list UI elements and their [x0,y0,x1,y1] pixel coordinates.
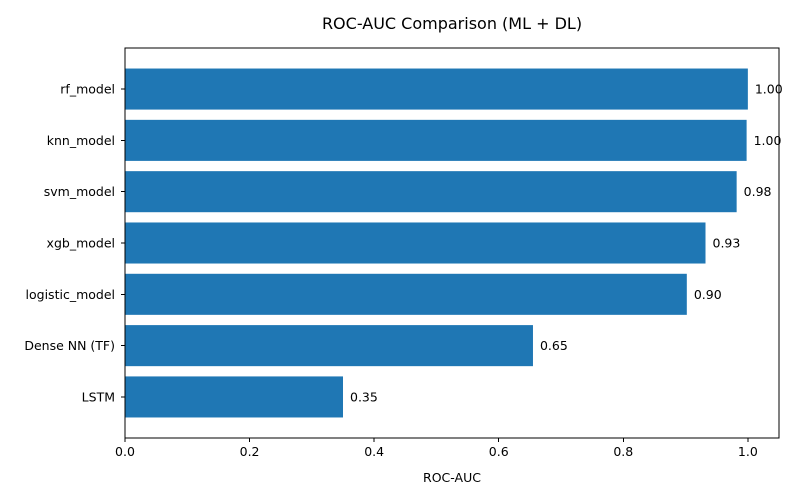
plot-frame [124,47,780,439]
x-axis-label: ROC-AUC [423,470,481,485]
bar-xgb-model [125,222,706,264]
value-labels-group: 1.00 1.00 0.98 0.93 0.90 0.65 0.35 [350,82,783,405]
value-label: 0.65 [540,338,568,353]
value-label: 0.93 [713,236,741,251]
x-tick-label: 0.0 [115,444,135,459]
x-tick-label: 0.6 [489,444,509,459]
x-ticks-group: 0.0 0.2 0.4 0.6 0.8 1.0 [115,438,758,459]
x-tick-label: 0.2 [240,444,260,459]
bar-logistic-model [125,273,687,315]
bar-dense-nn-tf [125,325,533,367]
value-label: 1.00 [755,82,783,97]
category-label: logistic_model [26,287,115,302]
x-tick-label: 0.4 [364,444,384,459]
chart-title: ROC-AUC Comparison (ML + DL) [322,14,582,33]
bars-group [125,68,748,418]
category-label: LSTM [82,389,115,404]
category-label: rf_model [60,82,115,97]
bar-lstm [125,376,343,418]
value-label: 0.98 [744,184,772,199]
category-label: svm_model [44,184,115,199]
category-labels-group: rf_model knn_model svm_model xgb_modellogis… [24,82,125,404]
bar-svm-model [125,171,737,213]
bar-knn-model [125,119,747,161]
value-label: 1.00 [754,133,782,148]
value-label: 0.90 [694,287,722,302]
x-tick-label: 1.0 [738,444,758,459]
bar-rf-model [125,68,748,110]
category-label: knn_model [47,133,115,148]
category-label: Dense NN (TF) [24,338,115,353]
x-tick-label: 0.8 [613,444,633,459]
value-label: 0.35 [350,389,378,404]
category-label: xgb_model [47,236,115,251]
